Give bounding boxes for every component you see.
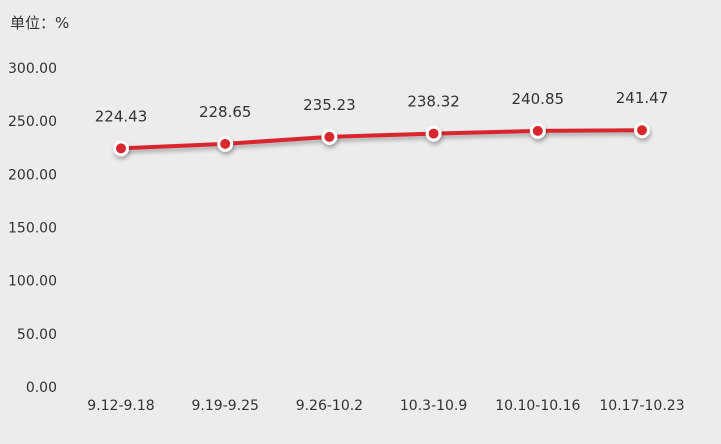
series-line <box>119 128 644 151</box>
data-point <box>116 143 126 154</box>
data-point <box>220 138 231 149</box>
y-axis-unit-label: 单位：% <box>10 14 70 32</box>
data-label: 235.23 <box>303 96 356 114</box>
x-tick-label: 10.17-10.23 <box>599 398 684 414</box>
data-label: 241.47 <box>616 89 669 107</box>
x-tick-label: 10.10-10.16 <box>495 398 580 414</box>
data-label: 238.32 <box>407 93 460 111</box>
data-label: 224.43 <box>95 107 148 125</box>
data-label: 228.65 <box>199 103 252 121</box>
x-tick-label: 9.26-10.2 <box>296 398 363 414</box>
y-tick-label: 100.00 <box>8 274 57 290</box>
data-point <box>532 125 543 136</box>
data-label: 240.85 <box>512 90 565 108</box>
y-tick-label: 150.00 <box>8 221 57 237</box>
data-point <box>324 131 335 142</box>
data-labels: 224.43 228.65 235.23 238.32 240.85 241.47 <box>95 89 669 125</box>
y-tick-label: 300.00 <box>8 61 57 77</box>
y-axis: 0.00 50.00 100.00 150.00 200.00 250.00 300.00 <box>8 61 57 396</box>
y-tick-label: 200.00 <box>8 167 57 183</box>
y-tick-label: 0.00 <box>26 380 57 396</box>
x-tick-label: 10.3-10.9 <box>400 398 467 414</box>
y-tick-label: 50.00 <box>17 327 57 343</box>
data-point <box>637 125 647 136</box>
y-tick-label: 250.00 <box>8 114 57 130</box>
x-axis: 9.12-9.18 9.19-9.25 9.26-10.2 10.3-10.9 10.1… <box>87 398 684 414</box>
series-layer <box>113 122 650 157</box>
x-tick-label: 9.19-9.25 <box>191 398 258 414</box>
x-tick-label: 9.12-9.18 <box>87 398 154 414</box>
data-point <box>428 128 439 139</box>
